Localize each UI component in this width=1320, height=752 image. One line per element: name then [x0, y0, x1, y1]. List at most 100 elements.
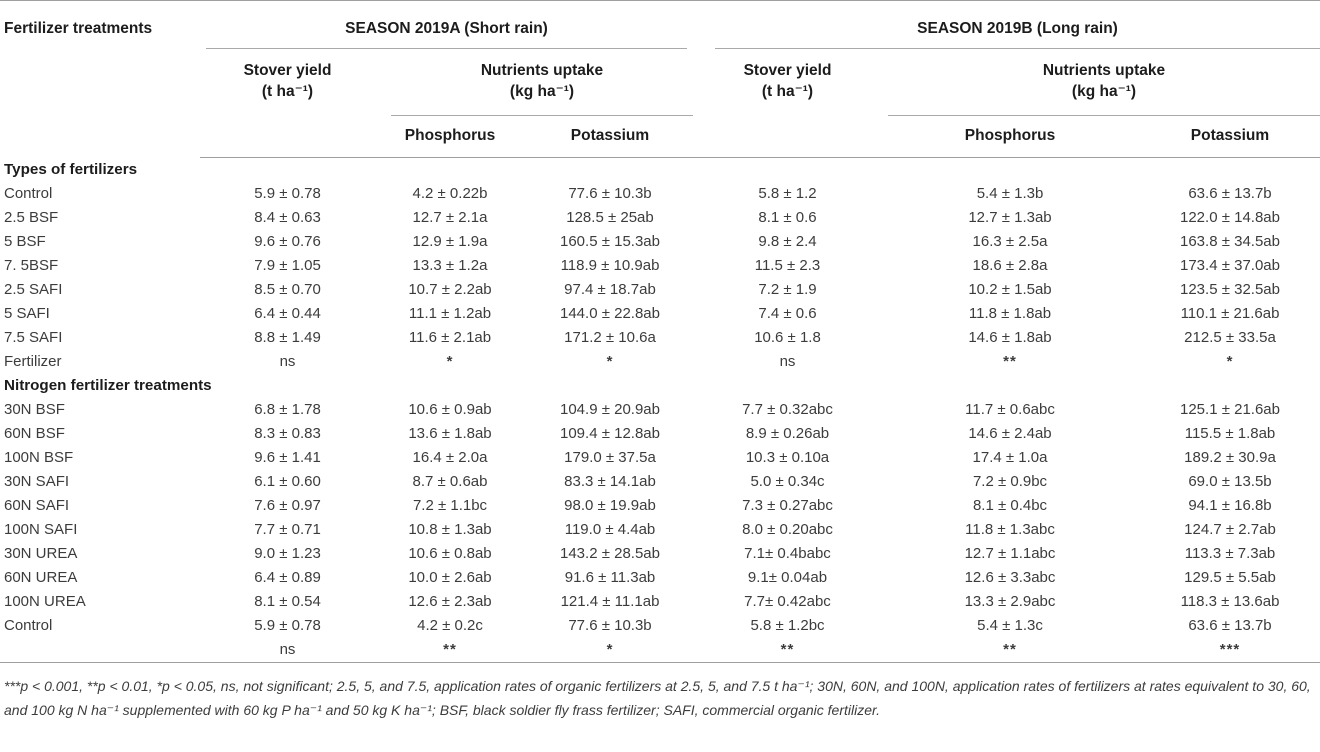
table-cell: 8.5 ± 0.70 [254, 280, 321, 298]
stover-yield-unit: (t ha⁻¹) [261, 82, 314, 100]
row-label: 100N UREA [4, 592, 86, 610]
table-cell: 7.7 ± 0.71 [254, 520, 321, 538]
nutrients-uptake-unit: (kg ha⁻¹) [1071, 82, 1137, 100]
table-cell: 129.5 ± 5.5ab [1184, 568, 1276, 586]
table-cell: 63.6 ± 13.7b [1188, 184, 1272, 202]
row-label: 100N BSF [4, 448, 74, 466]
table-figure: Fertilizer treatments SEASON 2019A (Shor… [0, 0, 1320, 718]
table-row: Control 5.9 ± 0.78 4.2 ± 0.22b 77.6 ± 10.3b… [0, 182, 1320, 206]
spacer-cell [695, 115, 880, 158]
table-row: 60N SAFI 7.6 ± 0.97 7.2 ± 1.1bc 98.0 ± 19.9… [0, 494, 1320, 518]
table-cell: * [1226, 352, 1234, 370]
table-cell: 7.6 ± 0.97 [254, 496, 321, 514]
table-cell: 83.3 ± 14.1ab [564, 472, 656, 490]
nutrients-uptake-label: Nutrients uptake [1042, 62, 1166, 79]
table-cell: 11.8 ± 1.8ab [968, 304, 1052, 322]
row-label: Fertilizer [4, 352, 62, 370]
table-body: Types of fertilizers Control 5.9 ± 0.78 4.2… [0, 157, 1320, 663]
table-cell: 5.0 ± 0.34c [750, 472, 825, 490]
nutrients-uptake-label: Nutrients uptake [480, 62, 604, 79]
table-cell: 163.8 ± 34.5ab [1180, 232, 1280, 250]
table-cell: 11.1 ± 1.2ab [408, 304, 492, 322]
table-cell: 16.3 ± 2.5a [972, 232, 1048, 250]
season-a-potassium-header: Potassium [525, 115, 695, 158]
table-cell: 7.9 ± 1.05 [254, 256, 321, 274]
table-cell: 5.9 ± 0.78 [254, 184, 321, 202]
table-cell: 5.8 ± 1.2bc [750, 616, 825, 634]
row-label: 7.5 SAFI [4, 328, 63, 346]
table-cell: 7.7± 0.42abc [744, 592, 831, 610]
table-cell: 7.7 ± 0.32abc [742, 400, 833, 418]
table-cell: * [606, 352, 614, 370]
row-label: 5 SAFI [4, 304, 50, 322]
season-b-title: SEASON 2019B (Long rain) [715, 7, 1320, 49]
table-row: 30N BSF 6.8 ± 1.78 10.6 ± 0.9ab 104.9 ± 20.… [0, 398, 1320, 422]
table-cell: 109.4 ± 12.8ab [560, 424, 660, 442]
corner-header: Fertilizer treatments [4, 20, 153, 37]
table-row: 5 SAFI 6.4 ± 0.44 11.1 ± 1.2ab 144.0 ± 22.8… [0, 302, 1320, 326]
table-cell: 119.0 ± 4.4ab [564, 520, 656, 538]
row-label [0, 638, 200, 663]
table-cell: ns [279, 352, 296, 370]
table-cell: 12.6 ± 3.3abc [964, 568, 1056, 586]
table-cell: 7.3 ± 0.27abc [742, 496, 833, 514]
table-cell: * [606, 640, 614, 658]
table-cell: 160.5 ± 15.3ab [560, 232, 660, 250]
table-cell: 8.1 ± 0.6 [758, 208, 817, 226]
table-cell: ** [1003, 352, 1017, 370]
table-row: 30N SAFI 6.1 ± 0.60 8.7 ± 0.6ab 83.3 ± 14.1… [0, 470, 1320, 494]
table-cell: 14.6 ± 2.4ab [968, 424, 1052, 442]
table-cell: 13.3 ± 1.2a [412, 256, 488, 274]
table-cell: ** [780, 640, 795, 658]
table-cell: 6.1 ± 0.60 [254, 472, 321, 490]
table-cell: 143.2 ± 28.5ab [560, 544, 660, 562]
row-label: 30N BSF [4, 400, 65, 418]
row-label: 2.5 SAFI [4, 280, 63, 298]
table-cell: 9.1± 0.04ab [747, 568, 828, 586]
table-cell: 8.0 ± 0.20abc [742, 520, 833, 538]
table-cell: 7.4 ± 0.6 [758, 304, 817, 322]
table-cell: 8.8 ± 1.49 [254, 328, 321, 346]
table-cell: 7.1± 0.4babc [744, 544, 831, 562]
table-row: 5 BSF 9.6 ± 0.76 12.9 ± 1.9a 160.5 ± 15.3ab… [0, 230, 1320, 254]
table-cell: 10.0 ± 2.6ab [408, 568, 492, 586]
table-cell: 118.9 ± 10.9ab [560, 256, 660, 274]
table-cell: 8.9 ± 0.26ab [745, 424, 830, 442]
table-cell: 123.5 ± 32.5ab [1180, 280, 1280, 298]
table-cell: 14.6 ± 1.8ab [968, 328, 1052, 346]
table-cell: 12.6 ± 2.3ab [408, 592, 492, 610]
season-b-header: SEASON 2019B (Long rain) [695, 7, 1320, 49]
table-cell: 7.2 ± 0.9bc [972, 472, 1048, 490]
table-cell: 9.8 ± 2.4 [758, 232, 817, 250]
table-row: Types of fertilizers [0, 157, 1320, 182]
table-cell: 11.7 ± 0.6abc [965, 400, 1055, 418]
table-cell: 11.5 ± 2.3 [754, 256, 821, 274]
table-cell: 63.6 ± 13.7b [1188, 616, 1272, 634]
stover-yield-unit: (t ha⁻¹) [761, 82, 814, 100]
table-cell: 8.1 ± 0.4bc [972, 496, 1048, 514]
season-a-uptake-header: Nutrients uptake (kg ha⁻¹) [375, 49, 695, 116]
table-cell: 144.0 ± 22.8ab [560, 304, 660, 322]
row-label: Control [4, 616, 53, 634]
table-cell: 125.1 ± 21.6ab [1180, 400, 1280, 418]
table-cell: 18.6 ± 2.8a [972, 256, 1048, 274]
season-a-stover-header: Stover yield (t ha⁻¹) [200, 49, 375, 116]
table-cell: * [446, 352, 454, 370]
row-label: 60N BSF [4, 424, 65, 442]
table-cell: 11.6 ± 2.1ab [408, 328, 492, 346]
table-row: 2.5 SAFI 8.5 ± 0.70 10.7 ± 2.2ab 97.4 ± 18.… [0, 278, 1320, 302]
table-cell: 5.4 ± 1.3c [977, 616, 1043, 634]
table-cell: 12.9 ± 1.9a [412, 232, 488, 250]
table-cell: 13.6 ± 1.8ab [408, 424, 492, 442]
table-row: 7.5 SAFI 8.8 ± 1.49 11.6 ± 2.1ab 171.2 ± 10… [0, 326, 1320, 350]
stover-yield-label: Stover yield [743, 62, 832, 79]
table-cell: 6.4 ± 0.44 [254, 304, 321, 322]
table-cell: 11.8 ± 1.3abc [965, 520, 1055, 538]
table-cell: 104.9 ± 20.9ab [560, 400, 660, 418]
table-cell: 189.2 ± 30.9a [1184, 448, 1276, 466]
table-cell: 10.6 ± 1.8 [754, 328, 821, 346]
row-label: 60N SAFI [4, 496, 70, 514]
table-row: 2.5 BSF 8.4 ± 0.63 12.7 ± 2.1a 128.5 ± 25ab… [0, 206, 1320, 230]
table-cell: 94.1 ± 16.8b [1188, 496, 1272, 514]
table-row: Fertilizer ns * * ns ** * [0, 350, 1320, 374]
